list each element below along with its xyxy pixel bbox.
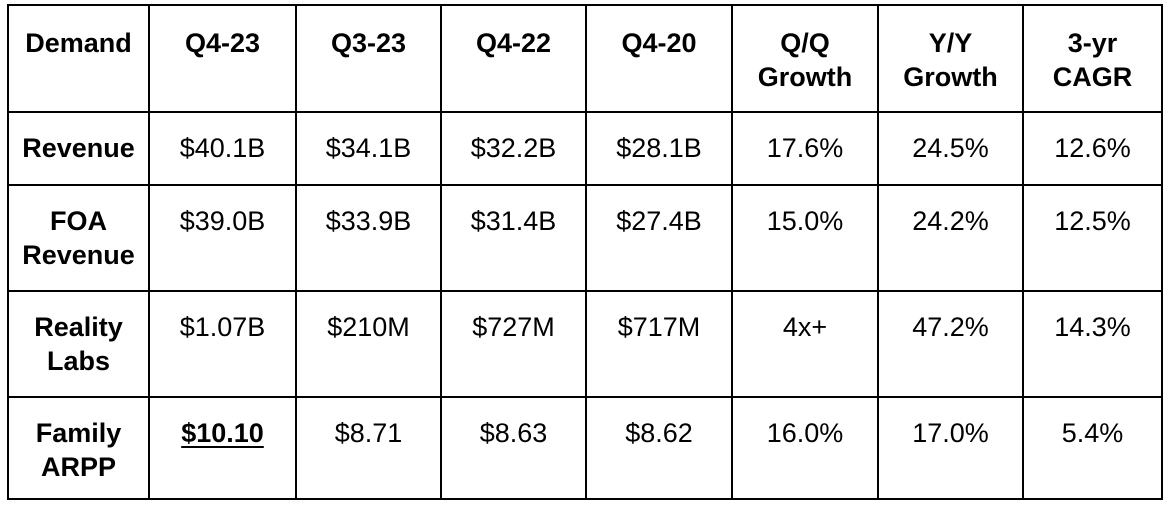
table-cell: 17.0%	[877, 396, 1024, 498]
table-cell: $33.9B	[295, 184, 442, 292]
table-cell: $727M	[440, 290, 587, 398]
table-cell: $39.0B	[148, 184, 297, 292]
table-cell: 47.2%	[877, 290, 1024, 398]
table-cell: $8.63	[440, 396, 587, 498]
header-demand: Demand	[9, 6, 150, 113]
table-cell: 24.2%	[877, 184, 1024, 292]
row-label-reality-labs: Reality Labs	[9, 290, 150, 398]
table-row-reality-labs: Reality Labs $1.07B $210M $727M $717M 4x…	[9, 290, 1161, 398]
table-cell: $31.4B	[440, 184, 587, 292]
table-cell: $28.1B	[585, 111, 733, 186]
table-cell: 14.3%	[1022, 290, 1161, 398]
header-yy-growth: Y/Y Growth	[877, 6, 1024, 113]
table-row-family-arpp: Family ARPP $10.10 $8.71 $8.63 $8.62 16.…	[9, 396, 1161, 498]
table-cell: $32.2B	[440, 111, 587, 186]
table-cell: 4x+	[731, 290, 879, 398]
table-row-revenue: Revenue $40.1B $34.1B $32.2B $28.1B 17.6…	[9, 111, 1161, 186]
header-row: Demand Q4-23 Q3-23 Q4-22 Q4-20 Q/Q Growt…	[9, 6, 1161, 113]
table-cell: $1.07B	[148, 290, 297, 398]
table-cell: 15.0%	[731, 184, 879, 292]
header-q4-20: Q4-20	[585, 6, 733, 113]
table-cell: $210M	[295, 290, 442, 398]
table-cell: 17.6%	[731, 111, 879, 186]
table-cell: $717M	[585, 290, 733, 398]
table-cell: 24.5%	[877, 111, 1024, 186]
table-cell: $40.1B	[148, 111, 297, 186]
table-cell: $27.4B	[585, 184, 733, 292]
table-cell: 16.0%	[731, 396, 879, 498]
table-cell: $8.71	[295, 396, 442, 498]
header-3yr-cagr: 3-yr CAGR	[1022, 6, 1161, 113]
table-row-foa-revenue: FOA Revenue $39.0B $33.9B $31.4B $27.4B …	[9, 184, 1161, 292]
row-label-foa-revenue: FOA Revenue	[9, 184, 150, 292]
header-q3-23: Q3-23	[295, 6, 442, 113]
table-cell: $8.62	[585, 396, 733, 498]
table-cell: 5.4%	[1022, 396, 1161, 498]
table-cell: 12.5%	[1022, 184, 1161, 292]
row-label-family-arpp: Family ARPP	[9, 396, 150, 498]
header-qq-growth: Q/Q Growth	[731, 6, 879, 113]
header-q4-22: Q4-22	[440, 6, 587, 113]
demand-table: Demand Q4-23 Q3-23 Q4-22 Q4-20 Q/Q Growt…	[9, 6, 1161, 498]
table-cell-highlight: $10.10	[148, 396, 297, 498]
table-cell: $34.1B	[295, 111, 442, 186]
row-label-revenue: Revenue	[9, 111, 150, 186]
table-frame: Demand Q4-23 Q3-23 Q4-22 Q4-20 Q/Q Growt…	[7, 4, 1163, 500]
header-q4-23: Q4-23	[148, 6, 297, 113]
table-cell: 12.6%	[1022, 111, 1161, 186]
